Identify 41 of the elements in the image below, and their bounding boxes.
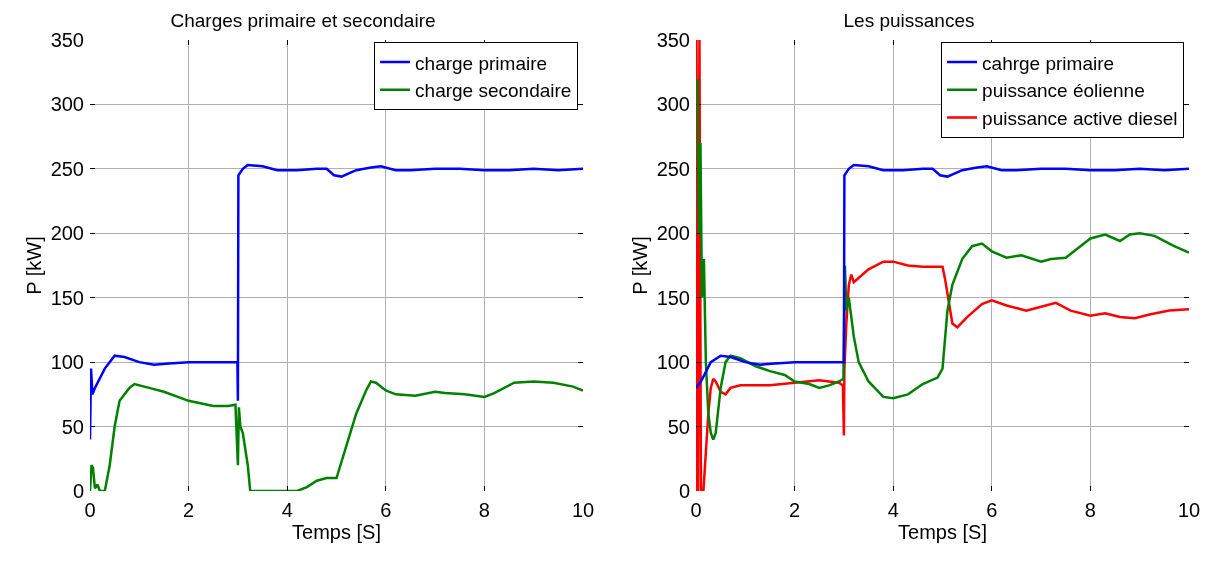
y-tick-label: 0 [72,480,84,502]
y-tick-label: 50 [61,415,84,438]
x-tick-label: 6 [380,499,392,521]
x-axis-title: Temps [S] [898,521,987,543]
x-axis-title: Temps [S] [292,521,381,543]
y-tick-label: 300 [50,93,84,116]
y-tick-label: 350 [656,29,690,51]
y-tick-label: 150 [50,286,84,309]
legend-label: charge secondaire [415,80,572,102]
x-tick-label: 2 [183,499,195,521]
legend-label: puissance éolienne [982,80,1145,102]
x-tick-label: 4 [887,499,899,521]
chart-title: Les puissances [843,10,975,32]
y-tick-label: 250 [656,157,690,180]
y-axis-title: P [kW] [628,236,651,295]
x-tick-label: 4 [281,499,293,521]
y-tick-label: 100 [656,351,690,374]
line-series [696,163,1189,390]
y-tick-label: 200 [656,222,690,245]
y-tick-label: 100 [50,351,84,374]
x-tick-label: 8 [478,499,490,521]
line-series [90,380,583,491]
x-tick-label: 6 [986,499,998,521]
y-tick-label: 50 [667,415,690,438]
legend-label: puissance active diesel [982,107,1178,129]
y-axis-title: P [kW] [22,236,45,295]
y-tick-label: 350 [50,29,84,51]
y-tick-label: 0 [678,480,690,502]
y-tick-label: 200 [50,222,84,245]
x-tick-label: 10 [571,499,595,521]
line-series [696,77,1189,441]
legend-label: charge primaire [415,52,548,74]
x-tick-label: 2 [789,499,801,521]
line-series [90,163,583,441]
x-tick-label: 8 [1084,499,1096,521]
y-tick-label: 300 [656,93,690,116]
x-tick-label: 10 [1177,499,1201,521]
legend-label: cahrge primaire [982,52,1115,74]
y-tick-label: 250 [50,157,84,180]
chart-title: Charges primaire et secondaire [170,10,436,32]
y-tick-label: 150 [656,286,690,309]
